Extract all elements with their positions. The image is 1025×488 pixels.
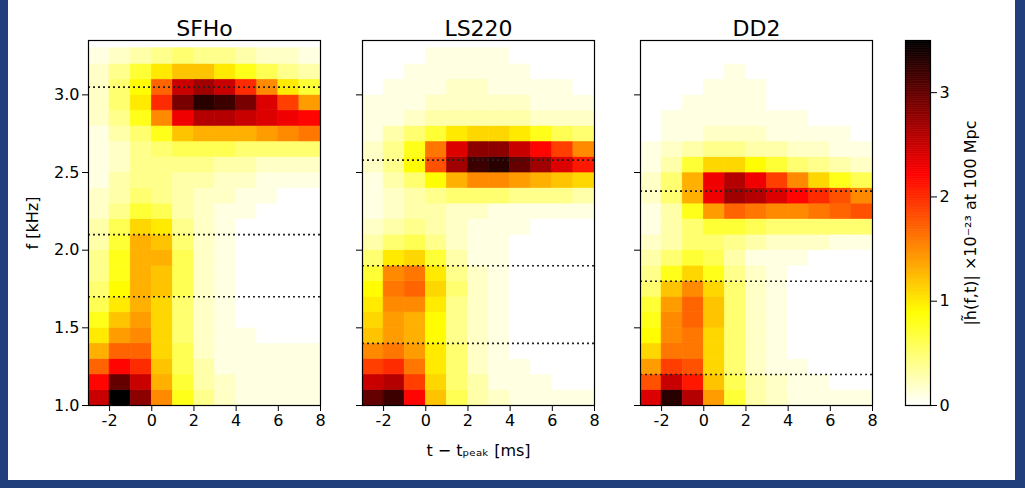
svg-text:2: 2 <box>189 411 199 430</box>
svg-text:6: 6 <box>547 411 557 430</box>
svg-text:DD2: DD2 <box>733 16 781 41</box>
svg-text:-2: -2 <box>376 411 392 430</box>
svg-text:2.0: 2.0 <box>54 240 79 259</box>
svg-text:f [kHz]: f [kHz] <box>23 197 42 250</box>
svg-text:2.5: 2.5 <box>54 163 79 182</box>
svg-text:6: 6 <box>273 411 283 430</box>
svg-text:0: 0 <box>421 411 431 430</box>
svg-text:8: 8 <box>867 411 877 430</box>
svg-text:-2: -2 <box>654 411 670 430</box>
svg-text:3.0: 3.0 <box>54 85 79 104</box>
svg-text:-2: -2 <box>102 411 118 430</box>
svg-text:4: 4 <box>783 411 793 430</box>
svg-text:4: 4 <box>505 411 515 430</box>
svg-text:|h̃(f,t)| ×10⁻²³ at 100 Mpc: |h̃(f,t)| ×10⁻²³ at 100 Mpc <box>961 120 980 325</box>
svg-text:8: 8 <box>315 411 325 430</box>
svg-text:4: 4 <box>231 411 241 430</box>
svg-text:2: 2 <box>940 187 950 206</box>
svg-text:3: 3 <box>940 83 950 102</box>
svg-text:SFHo: SFHo <box>176 16 233 41</box>
svg-text:0: 0 <box>940 396 950 415</box>
svg-text:1.0: 1.0 <box>54 396 79 415</box>
svg-text:2: 2 <box>741 411 751 430</box>
svg-text:8: 8 <box>589 411 599 430</box>
svg-text:t − tₚₑₐₖ [ms]: t − tₚₑₐₖ [ms] <box>426 441 530 460</box>
svg-text:1.5: 1.5 <box>54 318 79 337</box>
svg-text:0: 0 <box>147 411 157 430</box>
svg-text:2: 2 <box>463 411 473 430</box>
svg-text:6: 6 <box>825 411 835 430</box>
svg-text:0: 0 <box>699 411 709 430</box>
svg-text:LS220: LS220 <box>444 16 512 41</box>
svg-text:1: 1 <box>940 291 950 310</box>
